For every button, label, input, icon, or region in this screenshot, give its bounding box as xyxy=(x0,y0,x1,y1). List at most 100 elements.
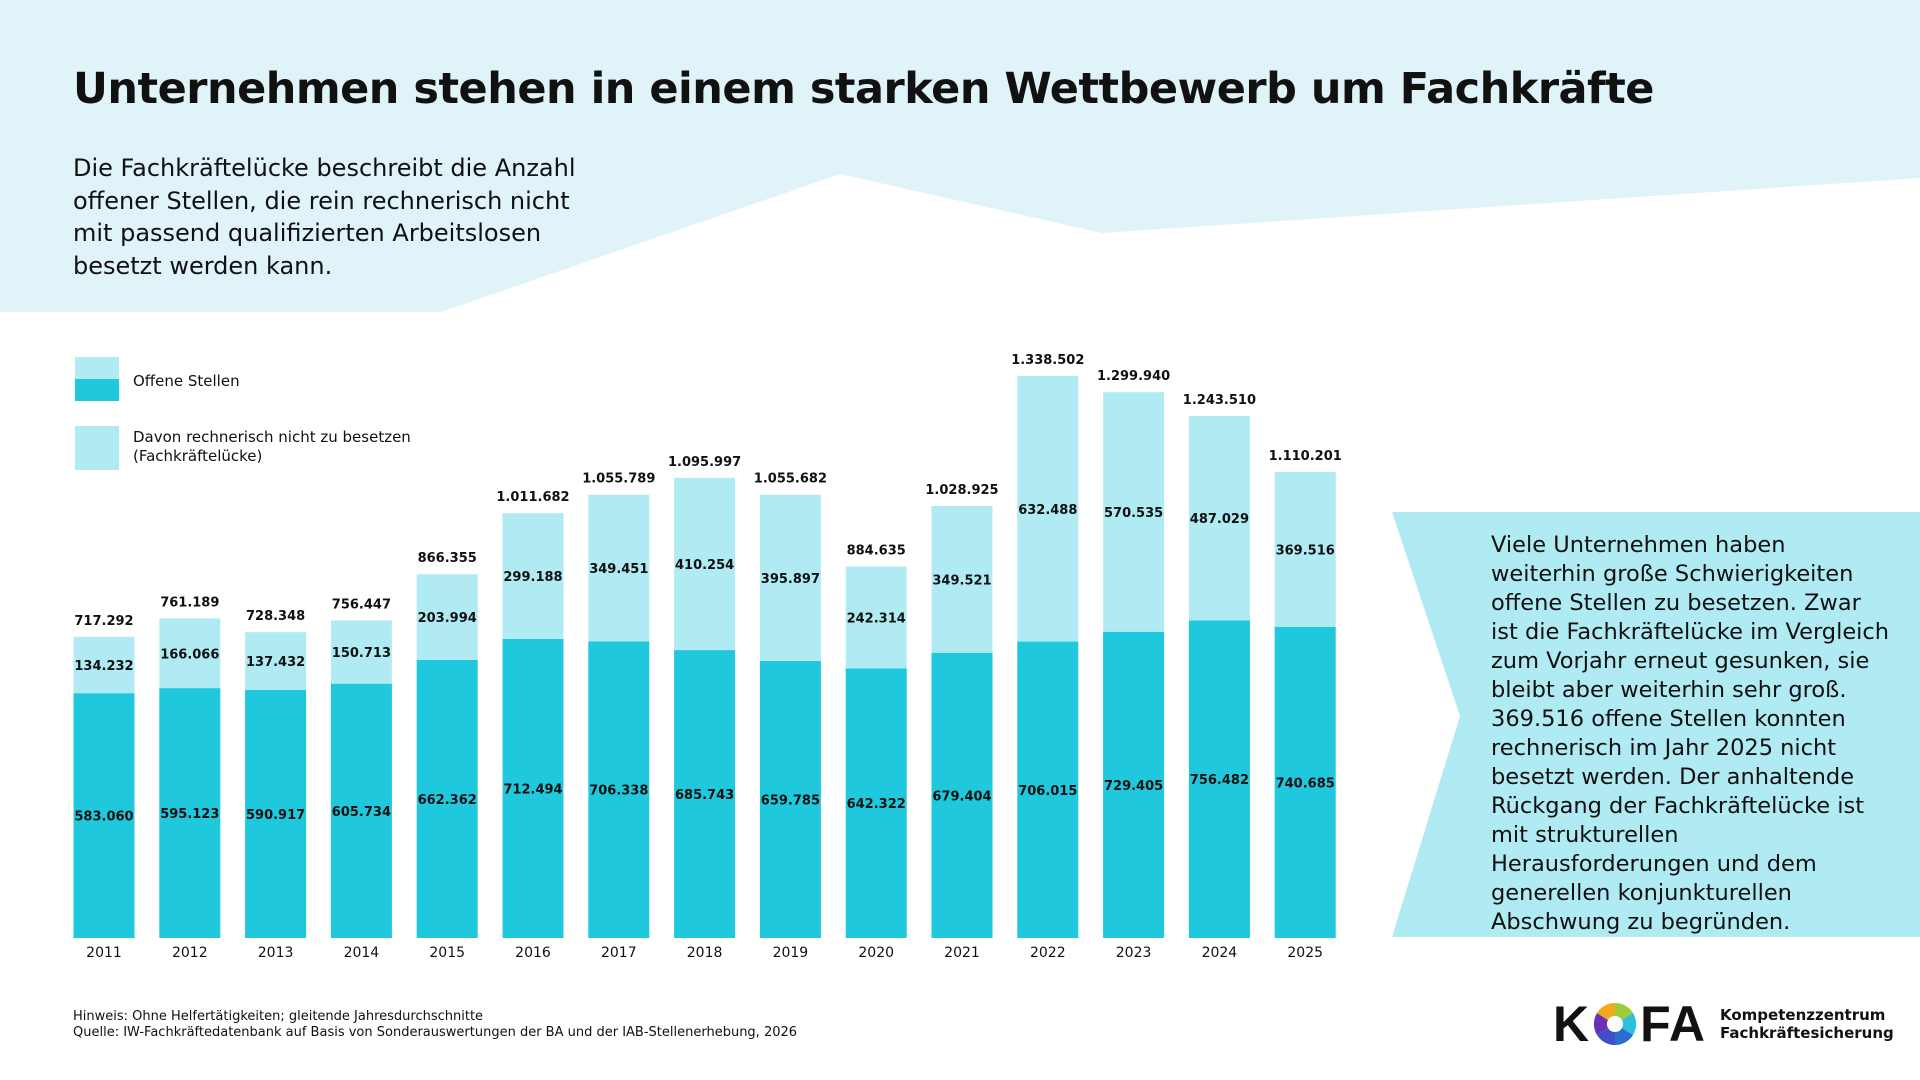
label-fachkraefteluecke: 632.488 xyxy=(1018,503,1077,518)
label-total: 756.447 xyxy=(332,597,391,612)
x-tick-label: 2024 xyxy=(1202,945,1238,961)
label-total: 1.299.940 xyxy=(1097,369,1170,384)
aperture-icon xyxy=(1593,1002,1637,1046)
label-fachkraefteluecke: 349.451 xyxy=(589,562,648,577)
footer: Hinweis: Ohne Helfertätigkeiten; gleiten… xyxy=(73,1009,797,1041)
bar-fachkraefteluecke xyxy=(159,618,221,689)
bar-fachkraefteluecke xyxy=(245,632,307,690)
logo-subtitle: Kompetenzzentrum Fachkräftesicherung xyxy=(1720,1006,1894,1042)
legend-label-luecke-line1: Davon rechnerisch nicht zu besetzen xyxy=(133,428,411,446)
label-fachkraefteluecke: 410.254 xyxy=(675,558,734,573)
bar-fachkraefteluecke xyxy=(1274,471,1336,628)
page-subtitle: Die Fachkräftelücke beschreibt die Anzah… xyxy=(73,154,576,280)
label-offene-stellen: 706.015 xyxy=(1018,784,1077,799)
label-fachkraefteluecke: 570.535 xyxy=(1104,506,1163,521)
header-band xyxy=(0,0,1920,312)
x-tick-label: 2016 xyxy=(515,945,551,961)
kofa-logo: K FA Kompetenzzentrum Fachkräftesicherun… xyxy=(1553,995,1894,1053)
label-offene-stellen: 712.494 xyxy=(503,782,562,797)
label-fachkraefteluecke: 487.029 xyxy=(1190,512,1249,527)
label-total: 717.292 xyxy=(74,614,133,629)
bar-offene-stellen xyxy=(330,683,392,938)
label-total: 728.348 xyxy=(246,609,305,624)
bar-offene-stellen xyxy=(674,650,736,938)
legend-swatch-offene xyxy=(75,357,119,401)
bar-fachkraefteluecke xyxy=(931,505,993,653)
label-fachkraefteluecke: 150.713 xyxy=(332,646,391,661)
x-tick-label: 2018 xyxy=(687,945,723,961)
label-offene-stellen: 642.322 xyxy=(847,797,906,812)
x-tick-label: 2025 xyxy=(1287,945,1323,961)
label-offene-stellen: 756.482 xyxy=(1190,773,1249,788)
logo-wordmark: K FA xyxy=(1553,996,1707,1052)
bar-offene-stellen xyxy=(1188,620,1250,938)
bar-offene-stellen xyxy=(759,660,821,938)
bar-fachkraefteluecke xyxy=(1103,392,1165,632)
label-total: 1.028.925 xyxy=(925,483,998,498)
bar-fachkraefteluecke xyxy=(674,477,736,651)
label-total: 884.635 xyxy=(847,544,906,559)
note-panel-shape xyxy=(1392,512,1920,937)
legend-label-offene: Offene Stellen xyxy=(133,372,240,390)
label-total: 1.055.789 xyxy=(582,472,655,487)
label-fachkraefteluecke: 203.994 xyxy=(418,611,477,626)
bar-offene-stellen xyxy=(1274,627,1336,938)
bar-offene-stellen xyxy=(588,641,650,938)
x-tick-label: 2021 xyxy=(944,945,980,961)
footer-quelle: Quelle: IW-Fachkräftedatenbank auf Basis… xyxy=(73,1025,798,1040)
x-tick-label: 2017 xyxy=(601,945,637,961)
x-tick-label: 2014 xyxy=(344,945,380,961)
legend-swatch-luecke xyxy=(75,426,119,470)
bar-fachkraefteluecke xyxy=(502,513,564,639)
x-tick-label: 2020 xyxy=(858,945,894,961)
label-fachkraefteluecke: 349.521 xyxy=(932,573,991,588)
bar-offene-stellen xyxy=(73,693,135,938)
label-offene-stellen: 679.404 xyxy=(932,789,991,804)
label-offene-stellen: 605.734 xyxy=(332,805,391,820)
page-title: Unternehmen stehen in einem starken Wett… xyxy=(73,64,1654,114)
note-text: Viele Unternehmen haben weiterhin große … xyxy=(1491,532,1890,935)
label-offene-stellen: 662.362 xyxy=(418,793,477,808)
bar-offene-stellen xyxy=(1017,641,1079,938)
label-total: 1.095.997 xyxy=(668,455,741,470)
bar-fachkraefteluecke xyxy=(73,636,135,694)
label-total: 1.055.682 xyxy=(754,472,827,487)
logo-line1: Kompetenzzentrum xyxy=(1720,1006,1886,1024)
x-tick-label: 2023 xyxy=(1116,945,1152,961)
logo-line2: Fachkräftesicherung xyxy=(1720,1024,1894,1042)
label-offene-stellen: 729.405 xyxy=(1104,779,1163,794)
bar-offene-stellen xyxy=(159,688,221,938)
bar-fachkraefteluecke xyxy=(588,494,650,642)
bar-offene-stellen xyxy=(245,689,307,938)
bar-offene-stellen xyxy=(1103,631,1165,938)
x-tick-label: 2012 xyxy=(172,945,208,961)
label-offene-stellen: 590.917 xyxy=(246,808,305,823)
label-total: 1.110.201 xyxy=(1269,449,1342,464)
label-offene-stellen: 659.785 xyxy=(761,793,820,808)
bar-offene-stellen xyxy=(931,652,993,938)
x-tick-label: 2011 xyxy=(86,945,122,961)
bar-offene-stellen xyxy=(502,638,564,938)
bar-fachkraefteluecke xyxy=(330,620,392,684)
label-offene-stellen: 740.685 xyxy=(1276,777,1335,792)
x-tick-label: 2015 xyxy=(429,945,465,961)
label-total: 1.243.510 xyxy=(1183,393,1256,408)
label-offene-stellen: 595.123 xyxy=(160,807,219,822)
x-tick-label: 2019 xyxy=(773,945,809,961)
x-tick-label: 2013 xyxy=(258,945,294,961)
label-offene-stellen: 685.743 xyxy=(675,788,734,803)
label-total: 1.011.682 xyxy=(496,490,569,505)
legend-label-luecke: Davon rechnerisch nicht zu besetzen (Fac… xyxy=(133,428,411,466)
label-fachkraefteluecke: 137.432 xyxy=(246,655,305,670)
bar-offene-stellen xyxy=(845,668,907,938)
label-total: 761.189 xyxy=(160,595,219,610)
x-tick-label: 2022 xyxy=(1030,945,1066,961)
bar-fachkraefteluecke xyxy=(759,494,821,661)
label-offene-stellen: 583.060 xyxy=(74,810,133,825)
label-offene-stellen: 706.338 xyxy=(589,784,648,799)
bar-fachkraefteluecke xyxy=(1188,415,1250,621)
label-fachkraefteluecke: 242.314 xyxy=(847,611,906,626)
label-total: 1.338.502 xyxy=(1011,353,1084,368)
